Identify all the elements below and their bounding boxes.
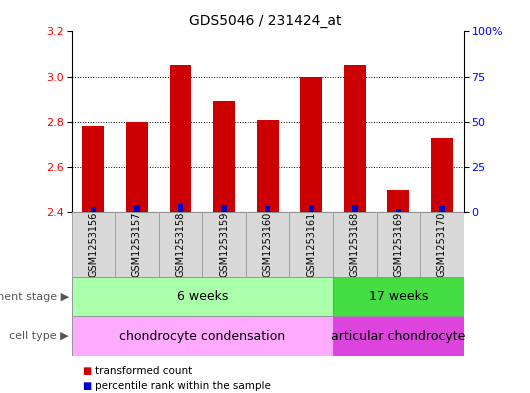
Text: percentile rank within the sample: percentile rank within the sample bbox=[95, 381, 271, 391]
Bar bbox=[301, 77, 322, 212]
Bar bbox=[265, 206, 270, 212]
Text: GSM1253168: GSM1253168 bbox=[350, 212, 360, 277]
Bar bbox=[352, 205, 358, 212]
Text: ■: ■ bbox=[82, 381, 91, 391]
Text: development stage ▶: development stage ▶ bbox=[0, 292, 69, 302]
Bar bbox=[387, 189, 409, 212]
Bar bbox=[134, 205, 139, 212]
Bar bbox=[170, 65, 191, 212]
Text: GSM1253170: GSM1253170 bbox=[437, 212, 447, 277]
Bar bbox=[377, 212, 420, 277]
Text: articular chondrocyte: articular chondrocyte bbox=[331, 329, 465, 343]
Bar bbox=[126, 122, 148, 212]
Text: GSM1253156: GSM1253156 bbox=[89, 212, 99, 277]
Bar bbox=[246, 212, 289, 277]
Bar bbox=[333, 277, 464, 316]
Text: GSM1253157: GSM1253157 bbox=[132, 212, 142, 277]
Bar bbox=[115, 212, 158, 277]
Bar bbox=[439, 206, 445, 212]
Text: GSM1253158: GSM1253158 bbox=[175, 212, 186, 277]
Bar bbox=[83, 127, 104, 212]
Text: 6 weeks: 6 weeks bbox=[176, 290, 228, 303]
Bar bbox=[396, 209, 401, 212]
Text: GSM1253160: GSM1253160 bbox=[263, 212, 272, 277]
Bar bbox=[333, 212, 377, 277]
Bar bbox=[222, 205, 227, 212]
Bar bbox=[213, 101, 235, 212]
Bar bbox=[72, 316, 333, 356]
Text: GDS5046 / 231424_at: GDS5046 / 231424_at bbox=[189, 14, 341, 28]
Text: cell type ▶: cell type ▶ bbox=[10, 331, 69, 341]
Bar bbox=[72, 212, 115, 277]
Text: transformed count: transformed count bbox=[95, 366, 192, 376]
Bar bbox=[158, 212, 202, 277]
Bar bbox=[202, 212, 246, 277]
Text: GSM1253159: GSM1253159 bbox=[219, 212, 229, 277]
Text: chondrocyte condensation: chondrocyte condensation bbox=[119, 329, 285, 343]
Bar bbox=[344, 65, 366, 212]
Text: 17 weeks: 17 weeks bbox=[369, 290, 428, 303]
Bar bbox=[420, 212, 464, 277]
Bar bbox=[289, 212, 333, 277]
Bar bbox=[178, 204, 183, 212]
Bar bbox=[308, 205, 314, 212]
Bar bbox=[431, 138, 453, 212]
Bar bbox=[257, 119, 279, 212]
Bar bbox=[91, 207, 96, 212]
Text: GSM1253161: GSM1253161 bbox=[306, 212, 316, 277]
Bar bbox=[72, 277, 333, 316]
Text: ■: ■ bbox=[82, 366, 91, 376]
Text: GSM1253169: GSM1253169 bbox=[393, 212, 403, 277]
Bar bbox=[333, 316, 464, 356]
